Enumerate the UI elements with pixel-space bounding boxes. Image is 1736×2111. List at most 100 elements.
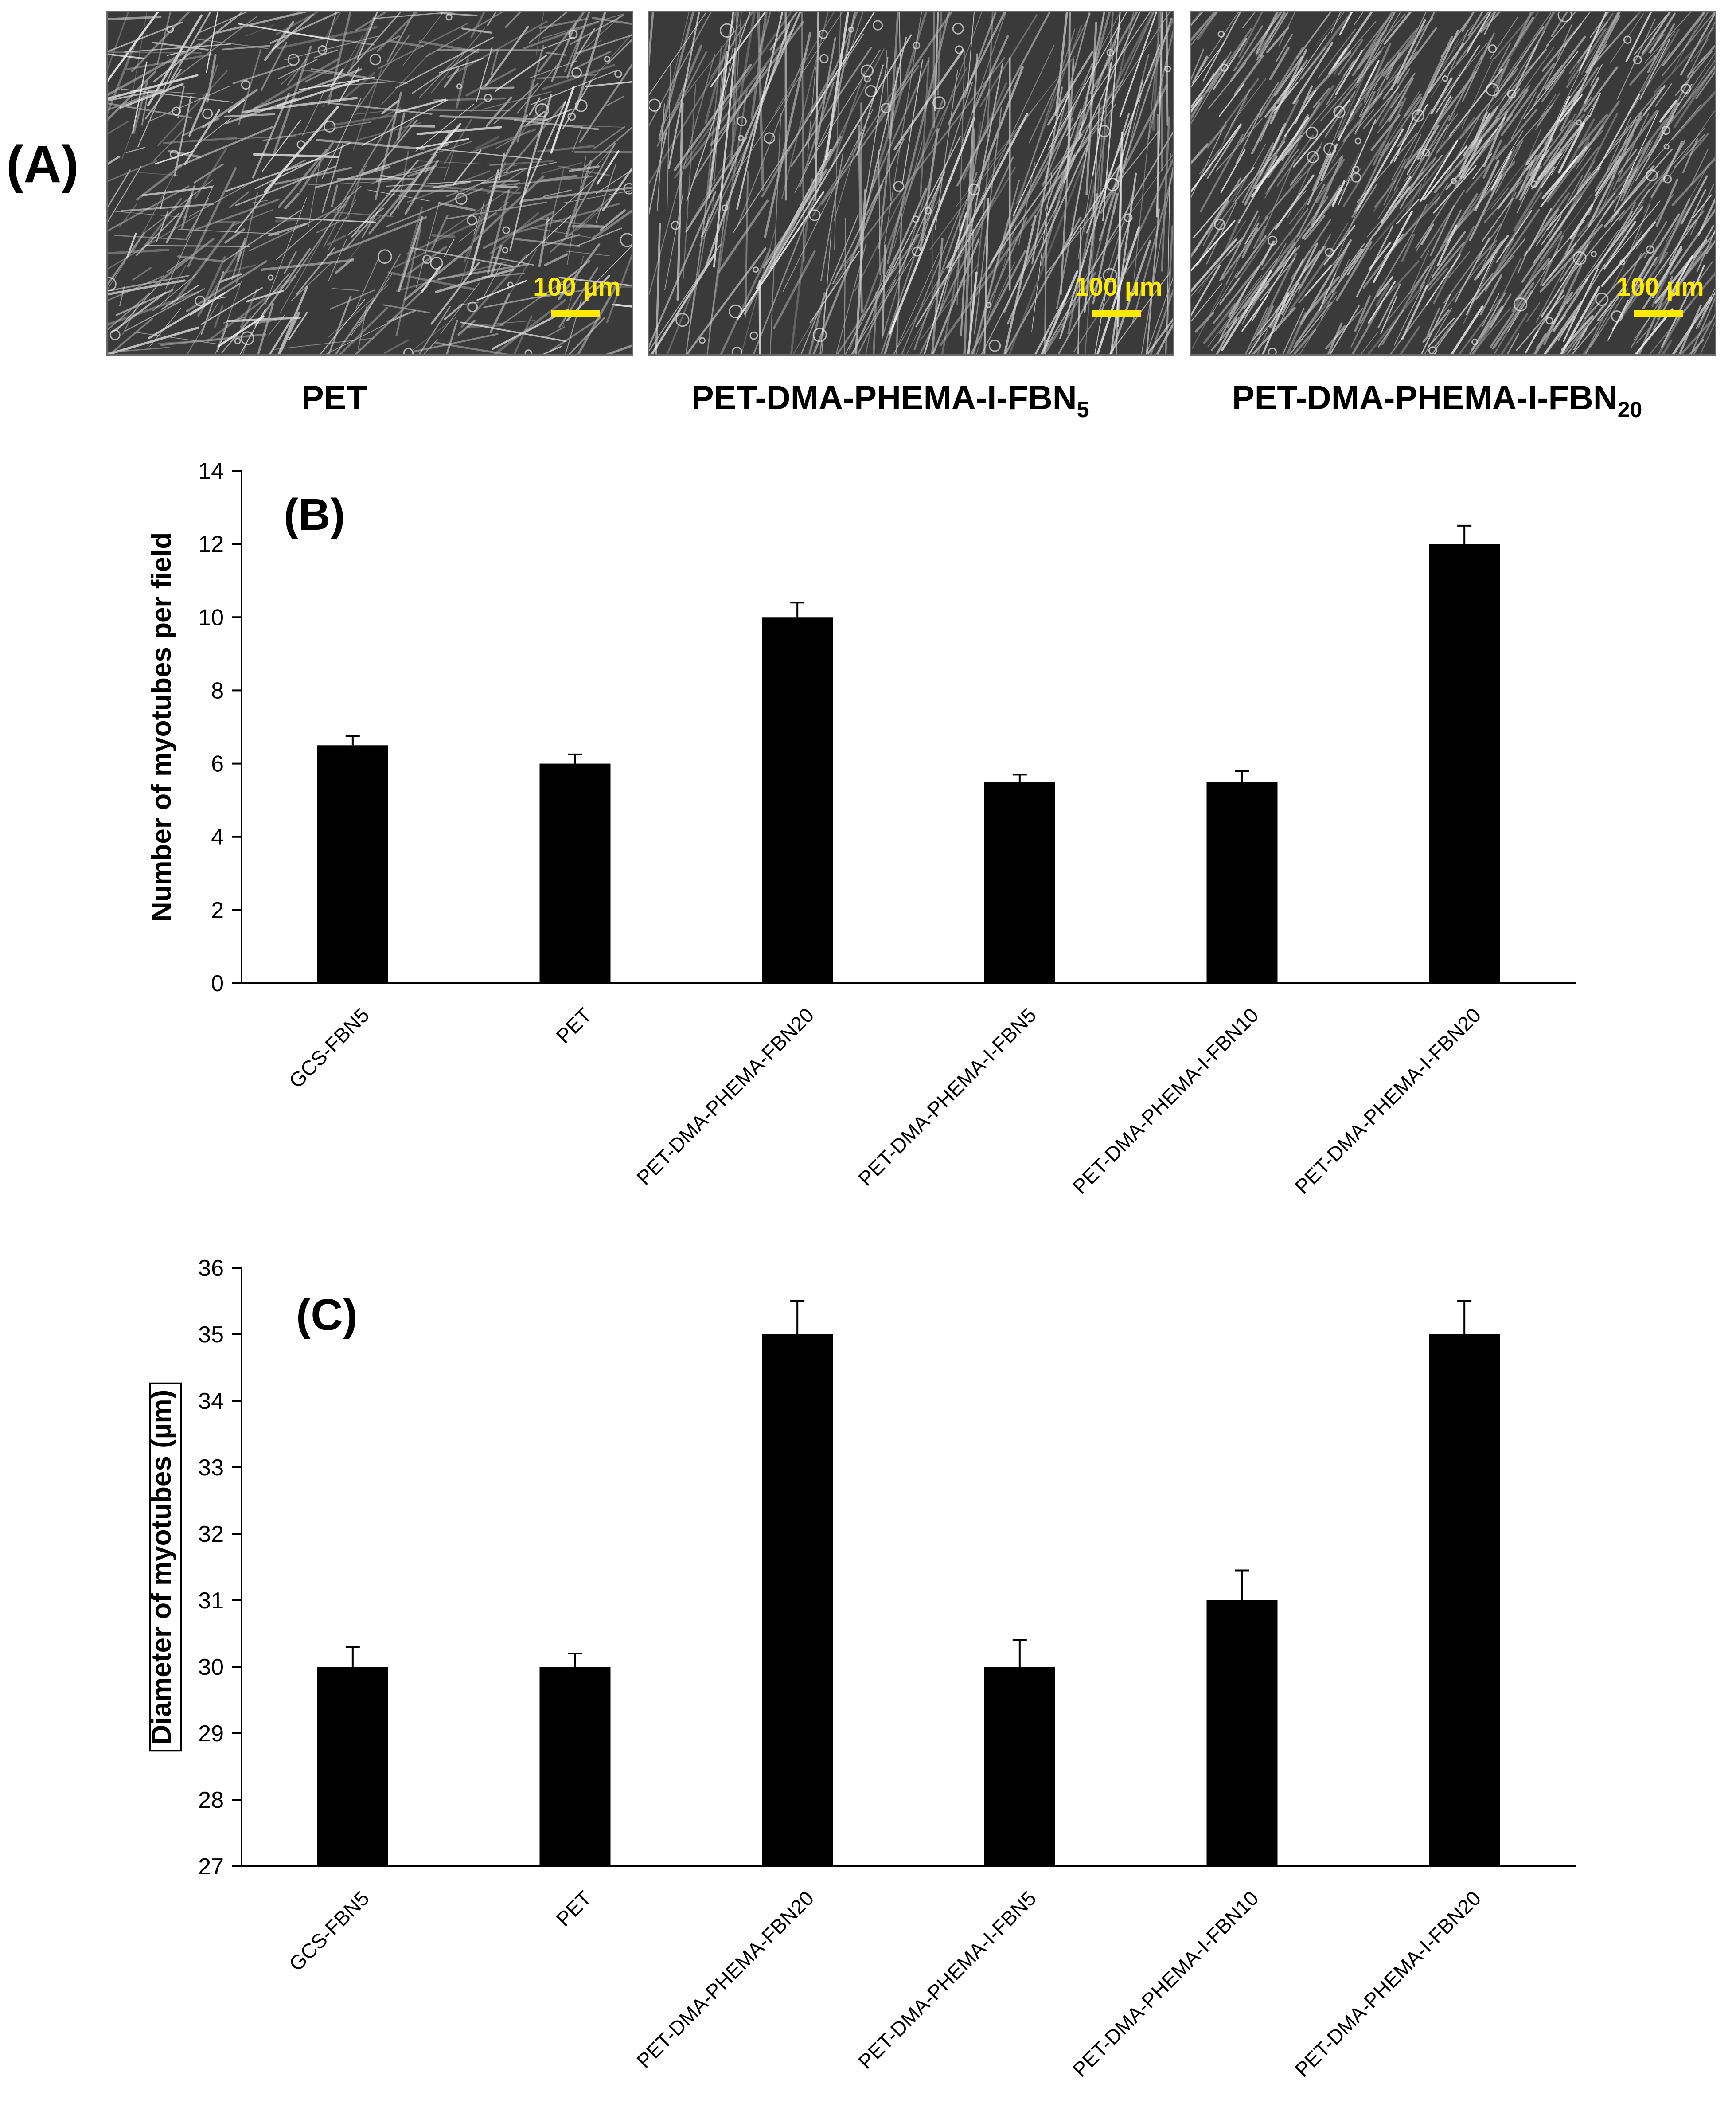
myotube-streak — [161, 285, 199, 310]
myotube-streak — [1578, 113, 1608, 148]
myotube-streak — [1192, 275, 1231, 349]
myotube-streak — [404, 159, 439, 215]
myotube-streak — [1044, 12, 1091, 180]
myotube-streak — [513, 315, 533, 354]
myotube-streak — [1419, 209, 1462, 289]
myotube-streak — [1666, 250, 1707, 301]
myotube-streak — [136, 164, 182, 201]
myotube-streak — [893, 230, 969, 354]
myotube-streak — [1267, 149, 1299, 191]
myotube-streak — [923, 212, 967, 354]
myotube-streak — [1573, 137, 1590, 168]
myotube-streak — [983, 198, 989, 354]
myotube-streak — [1319, 273, 1336, 312]
myotube-streak — [1546, 12, 1576, 47]
myotube-streak — [350, 274, 392, 336]
myotube-streak — [743, 135, 842, 315]
myotube-streak — [720, 248, 771, 354]
myotube-streak — [1696, 229, 1715, 272]
myotube-streak — [565, 250, 610, 256]
myotube-streak — [467, 320, 536, 327]
myotube-streak — [1293, 286, 1336, 348]
myotube-streak — [505, 12, 522, 28]
myotube-streak — [1406, 204, 1428, 244]
myotube-streak — [1693, 194, 1712, 219]
myotube-streak — [1219, 83, 1245, 117]
myotube-streak — [1474, 160, 1500, 211]
y-tick-label: 32 — [198, 1521, 224, 1547]
myotube-streak — [277, 285, 308, 354]
myotube-streak — [141, 87, 150, 126]
myotube-streak — [1572, 192, 1616, 248]
myotube-streak — [1435, 45, 1480, 114]
myotube-streak — [1293, 99, 1350, 168]
myotube-streak — [1432, 226, 1475, 305]
y-tick-label: 35 — [198, 1322, 224, 1348]
myotube-streak — [1482, 292, 1500, 327]
myotube-streak — [125, 288, 205, 332]
myotube-streak — [1565, 215, 1586, 255]
myotube-streak — [358, 253, 401, 327]
myotube-streak — [1146, 317, 1173, 354]
myotube-streak — [426, 109, 511, 112]
cell-body — [893, 181, 905, 192]
myotube-streak — [1219, 278, 1240, 305]
myotube-streak — [290, 262, 332, 301]
myotube-streak — [1265, 144, 1298, 195]
myotube-streak — [121, 107, 142, 160]
bar — [1429, 1334, 1500, 1866]
cell-body — [571, 67, 582, 78]
myotube-streak — [592, 209, 632, 240]
myotube-streak — [1480, 109, 1495, 129]
myotube-streak — [492, 256, 534, 266]
cell-body — [1217, 31, 1225, 38]
myotube-streak — [1318, 28, 1356, 79]
myotube-streak — [1682, 12, 1709, 51]
myotube-streak — [1405, 155, 1443, 199]
myotube-streak — [1293, 328, 1316, 354]
myotube-streak — [733, 12, 742, 125]
myotube-streak — [1269, 259, 1304, 328]
myotube-streak — [1193, 167, 1255, 238]
myotube-streak — [152, 42, 209, 51]
x-tick-label: PET — [552, 1003, 596, 1048]
myotube-streak — [919, 57, 930, 197]
myotube-streak — [1255, 12, 1279, 54]
myotube-streak — [1331, 134, 1350, 164]
myotube-streak — [893, 141, 923, 248]
myotube-streak — [484, 26, 529, 87]
myotube-streak — [1465, 145, 1506, 193]
myotube-streak — [1451, 161, 1516, 234]
myotube-streak — [812, 184, 883, 354]
myotube-streak — [1697, 198, 1715, 236]
myotube-streak — [141, 186, 213, 196]
myotube-streak — [1428, 43, 1465, 93]
myotube-streak — [1482, 147, 1537, 216]
myotube-streak — [1191, 123, 1242, 193]
myotube-streak — [1349, 51, 1402, 115]
myotube-streak — [1469, 292, 1506, 354]
micrograph-streaks — [649, 12, 1173, 354]
cell-body — [924, 207, 932, 215]
y-tick-label: 30 — [198, 1654, 224, 1680]
myotube-streak — [236, 192, 258, 284]
cell-body — [1428, 346, 1437, 354]
cell-body — [1530, 180, 1538, 188]
myotube-streak — [549, 317, 601, 352]
myotube-streak — [1553, 279, 1588, 332]
myotube-streak — [1373, 157, 1409, 212]
myotube-streak — [1495, 109, 1538, 160]
myotube-streak — [649, 244, 721, 352]
myotube-streak — [1119, 12, 1158, 117]
myotube-streak — [254, 68, 363, 110]
myotube-streak — [550, 191, 618, 253]
myotube-streak — [1251, 117, 1309, 198]
myotube-streak — [108, 232, 145, 285]
x-tick-label: GCS-FBN5 — [285, 1886, 374, 1975]
myotube-streak — [769, 12, 798, 51]
myotube-streak — [355, 35, 410, 112]
myotube-streak — [876, 12, 953, 123]
myotube-streak — [728, 12, 756, 168]
cell-body — [172, 106, 181, 116]
cell-body — [445, 14, 453, 21]
